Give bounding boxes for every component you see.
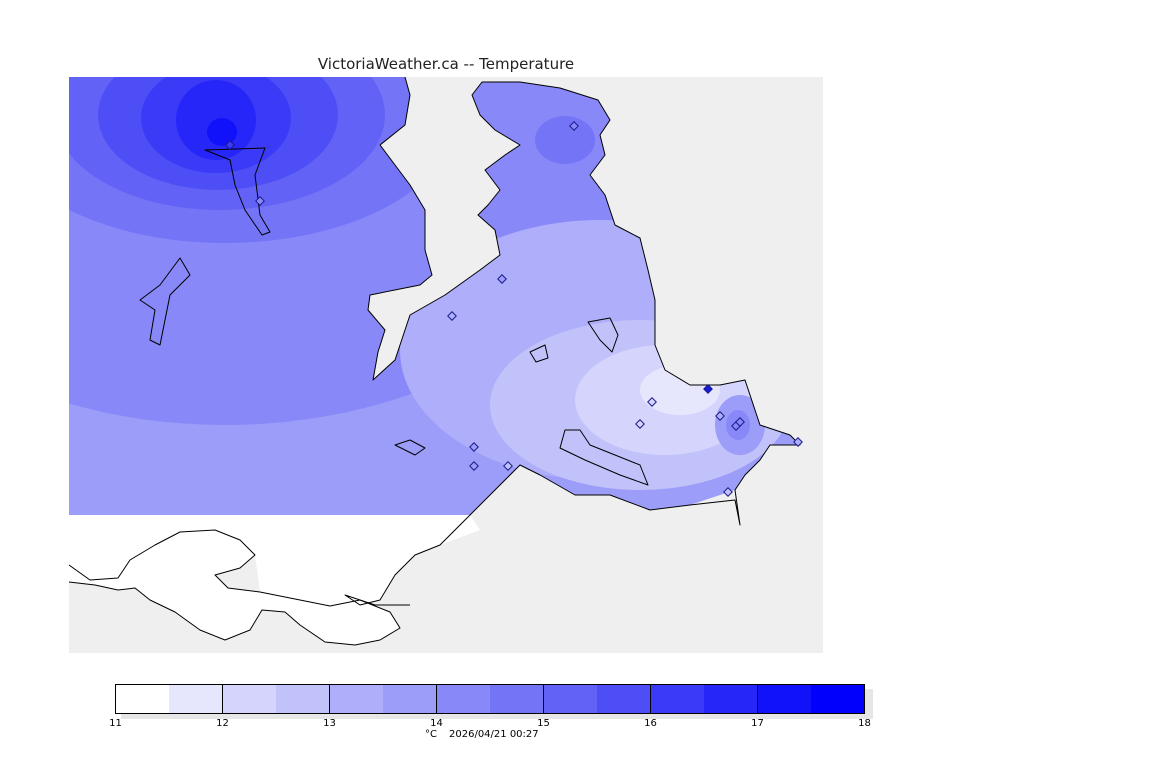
station-marker[interactable] <box>255 196 265 206</box>
color-band <box>329 684 383 714</box>
station-marker[interactable] <box>723 487 733 497</box>
color-band <box>222 684 276 714</box>
page-title: VictoriaWeather.ca -- Temperature <box>318 55 574 73</box>
scale-ticks: 11 12 13 14 15 16 17 18 <box>109 718 871 729</box>
station-marker[interactable] <box>735 417 745 427</box>
station-marker[interactable] <box>225 140 235 150</box>
color-scale-frame <box>115 684 865 714</box>
color-band <box>276 684 330 714</box>
station-marker[interactable] <box>703 384 713 394</box>
scale-timestamp: 2026/04/21 00:27 <box>449 729 539 740</box>
tick-label: 16 <box>644 718 657 729</box>
color-band <box>811 684 865 714</box>
color-scale <box>115 684 865 714</box>
station-marker[interactable] <box>569 121 579 131</box>
tick-label: 11 <box>109 718 122 729</box>
tick-label: 18 <box>858 718 871 729</box>
station-marker[interactable] <box>635 419 645 429</box>
color-band <box>115 684 169 714</box>
station-marker[interactable] <box>715 411 725 421</box>
island-landmass <box>69 530 400 645</box>
color-band <box>383 684 437 714</box>
color-band <box>650 684 704 714</box>
tick-label: 13 <box>323 718 336 729</box>
station-marker[interactable] <box>469 461 479 471</box>
color-band <box>490 684 544 714</box>
station-marker[interactable] <box>447 311 457 321</box>
tick-label: 14 <box>430 718 443 729</box>
station-marker[interactable] <box>503 461 513 471</box>
tick-label: 15 <box>537 718 550 729</box>
lower-water <box>69 515 480 606</box>
scale-unit: °C <box>425 729 437 740</box>
station-marker[interactable] <box>469 442 479 452</box>
coastlines <box>68 76 801 646</box>
color-band <box>757 684 811 714</box>
station-marker[interactable] <box>647 397 657 407</box>
tick-label: 17 <box>751 718 764 729</box>
weather-stations <box>225 121 803 497</box>
color-band <box>704 684 758 714</box>
color-band <box>436 684 490 714</box>
color-band <box>597 684 651 714</box>
tick-label: 12 <box>216 718 229 729</box>
temperature-field <box>69 77 800 515</box>
station-marker[interactable] <box>497 274 507 284</box>
color-band <box>543 684 597 714</box>
station-marker[interactable] <box>793 437 803 447</box>
color-band <box>169 684 223 714</box>
